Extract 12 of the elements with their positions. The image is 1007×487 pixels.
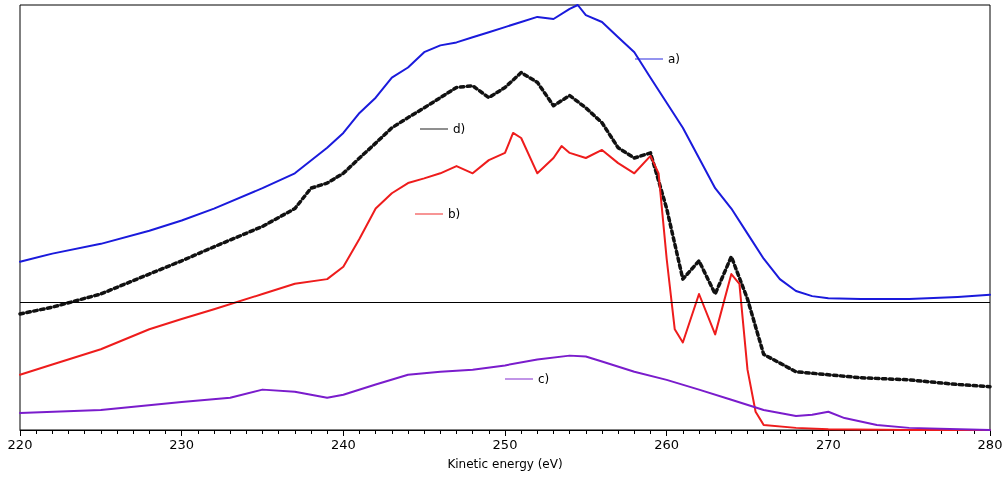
x-tick-label: 240 xyxy=(330,437,356,452)
legend-label: d) xyxy=(453,122,466,136)
legend-label: b) xyxy=(448,207,461,221)
x-tick-label: 260 xyxy=(654,437,680,452)
legend-label: c) xyxy=(538,372,550,386)
x-tick-label: 220 xyxy=(7,437,33,452)
x-tick-label: 230 xyxy=(169,437,195,452)
x-axis-title: Kinetic energy (eV) xyxy=(447,457,563,471)
legend-label: a) xyxy=(668,52,681,66)
x-tick-label: 270 xyxy=(815,437,841,452)
x-tick-label: 280 xyxy=(977,437,1003,452)
x-tick-label: 250 xyxy=(492,437,518,452)
